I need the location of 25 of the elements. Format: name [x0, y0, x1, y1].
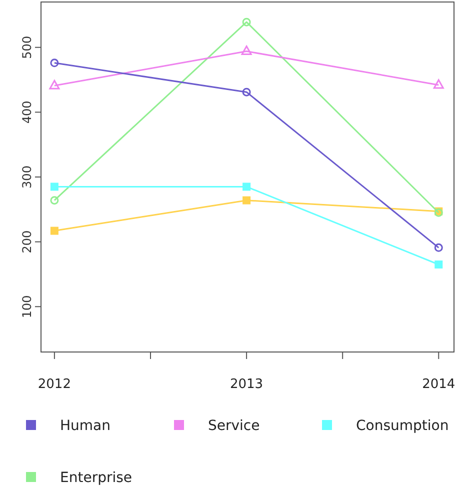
y-tick-label: 500 — [20, 36, 34, 59]
point — [242, 88, 251, 96]
y-tick-label: 300 — [20, 166, 34, 188]
legend-label: Consumption — [356, 418, 449, 434]
point — [50, 196, 59, 205]
point — [242, 182, 251, 191]
y-tick-label: 200 — [20, 230, 34, 254]
point — [433, 79, 444, 89]
point — [434, 243, 443, 252]
legend-label: Human — [60, 418, 110, 434]
point — [50, 58, 59, 68]
point — [434, 260, 443, 268]
x-tick-label: 2014 — [422, 377, 456, 392]
legend-label: Enterprise — [60, 470, 132, 486]
point — [241, 46, 252, 56]
x-tick-label: 2012 — [38, 377, 71, 392]
point — [50, 226, 58, 235]
point — [242, 18, 251, 26]
point — [49, 80, 60, 90]
y-tick-label: 100 — [20, 295, 34, 318]
legend-label: Service — [208, 418, 260, 434]
point — [50, 182, 58, 191]
point — [242, 196, 251, 204]
y-tick-label: 400 — [20, 100, 34, 124]
x-tick-label: 2013 — [230, 377, 264, 392]
